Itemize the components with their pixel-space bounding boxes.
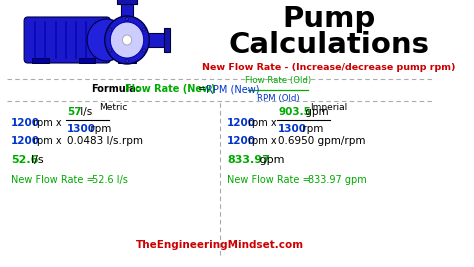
Bar: [121, 0, 133, 18]
Text: 1200: 1200: [11, 136, 40, 146]
Text: 1300: 1300: [67, 124, 96, 134]
Text: 1200: 1200: [227, 136, 256, 146]
Text: rpm: rpm: [87, 124, 111, 134]
Circle shape: [109, 49, 111, 52]
Text: RPM (Old): RPM (Old): [257, 94, 300, 103]
Text: Imperial: Imperial: [310, 103, 348, 112]
Circle shape: [143, 28, 145, 31]
Text: rpm: rpm: [299, 124, 323, 134]
Bar: [118, 58, 137, 63]
Text: 52.6: 52.6: [11, 155, 38, 165]
Text: rpm x: rpm x: [248, 136, 277, 146]
Bar: [147, 33, 168, 47]
Text: 903.5: 903.5: [278, 107, 311, 117]
Text: TheEngineeringMindset.com: TheEngineeringMindset.com: [136, 240, 304, 250]
Text: rpm x: rpm x: [33, 136, 62, 146]
Text: 1200: 1200: [11, 118, 40, 128]
Text: New Flow Rate =: New Flow Rate =: [227, 175, 314, 185]
Text: rpm x: rpm x: [248, 118, 277, 128]
Text: gpm: gpm: [256, 155, 284, 165]
Bar: [164, 28, 170, 52]
Text: Pump: Pump: [283, 5, 376, 33]
Text: l/s: l/s: [77, 107, 92, 117]
Text: gpm: gpm: [302, 107, 329, 117]
Text: 52.6 l/s: 52.6 l/s: [92, 175, 128, 185]
Text: 833.97: 833.97: [227, 155, 270, 165]
Circle shape: [109, 28, 111, 31]
Text: 57: 57: [67, 107, 82, 117]
Text: 833.97 gpm: 833.97 gpm: [308, 175, 366, 185]
Circle shape: [105, 16, 149, 64]
Circle shape: [110, 22, 144, 58]
Bar: [105, 29, 114, 51]
Text: Metric: Metric: [99, 103, 128, 112]
Bar: [0, 0, 220, 79]
Circle shape: [143, 49, 145, 52]
Circle shape: [126, 18, 128, 21]
Text: 1200: 1200: [227, 118, 256, 128]
Bar: [79, 58, 95, 63]
Text: Flow Rate (New): Flow Rate (New): [125, 84, 216, 94]
Text: Formula:: Formula:: [91, 84, 140, 94]
Text: Calculations: Calculations: [228, 31, 429, 59]
Text: Flow Rate (Old): Flow Rate (Old): [245, 76, 311, 85]
Bar: [117, 0, 137, 4]
Text: New Flow Rate - (Increase/decrease pump rpm): New Flow Rate - (Increase/decrease pump …: [202, 62, 456, 72]
Text: l/s: l/s: [31, 155, 43, 165]
Text: 1300: 1300: [278, 124, 307, 134]
Circle shape: [126, 60, 128, 62]
Text: =: =: [198, 84, 206, 94]
Text: 0.0483 l/s.rpm: 0.0483 l/s.rpm: [67, 136, 143, 146]
Circle shape: [87, 19, 126, 61]
FancyBboxPatch shape: [24, 17, 110, 63]
Text: RPM (New): RPM (New): [206, 84, 259, 94]
Circle shape: [122, 35, 132, 45]
Text: New Flow Rate =: New Flow Rate =: [11, 175, 98, 185]
Text: rpm x: rpm x: [33, 118, 62, 128]
Text: 0.6950 gpm/rpm: 0.6950 gpm/rpm: [278, 136, 365, 146]
Bar: [32, 58, 49, 63]
